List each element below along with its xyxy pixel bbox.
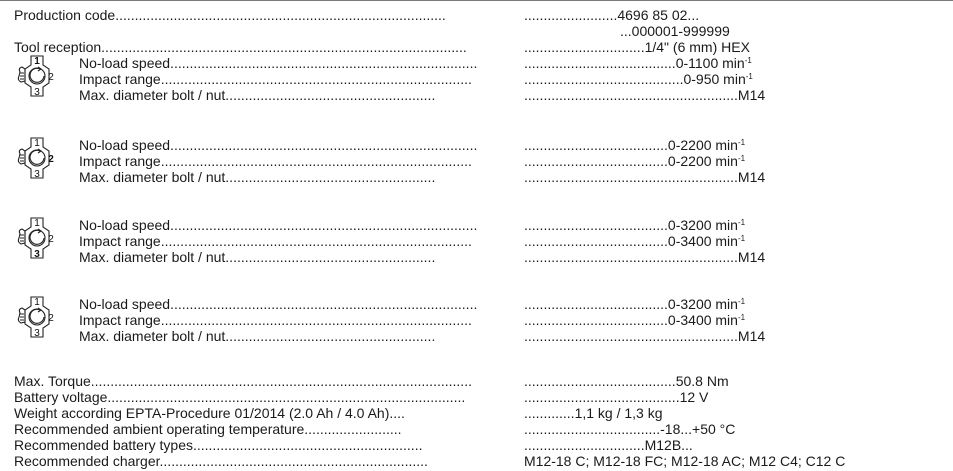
spec-value: .....................................0-3… xyxy=(524,233,746,249)
svg-text:1: 1 xyxy=(34,56,40,67)
mode-spec-row: Impact range............................… xyxy=(14,153,944,169)
spec-label: Max. diameter bolt / nut................… xyxy=(79,249,436,265)
spec-value-range: ...000001-999999 xyxy=(620,23,730,39)
spec-row: Max. Torque.............................… xyxy=(14,373,944,389)
spec-label: Impact range............................… xyxy=(79,71,472,87)
spec-value: .....................................0-3… xyxy=(524,217,746,233)
mode-spec-row: Impact range............................… xyxy=(14,233,944,249)
spec-label: Battery voltage.........................… xyxy=(14,389,466,405)
svg-text:3: 3 xyxy=(34,87,40,98)
spec-value: ...............................1/4" (6 m… xyxy=(524,39,750,55)
spec-value: ...................................-18..… xyxy=(524,421,736,437)
spec-value: .....................................0-2… xyxy=(524,137,746,153)
spec-label: Recommended charger.....................… xyxy=(14,453,428,469)
spec-value: ........................4696 85 02... xyxy=(524,7,700,23)
spec-value: ........................................… xyxy=(524,87,766,103)
top-rule xyxy=(0,0,953,1)
spec-label: Max. Torque.............................… xyxy=(14,373,472,389)
spec-value: ........................................… xyxy=(524,328,766,344)
mode-spec-row: Impact range............................… xyxy=(14,312,944,328)
spec-value: .............1,1 kg / 1,3 kg xyxy=(524,405,663,421)
mode-spec-row: Impact range............................… xyxy=(14,71,944,87)
spec-value: ........................................… xyxy=(524,249,766,265)
impact-mode-dial-icon-4: 1 2 3 xyxy=(14,294,60,340)
mode-spec-row: No-load speed...........................… xyxy=(14,55,944,71)
spec-value: ........................................… xyxy=(524,71,753,87)
svg-text:3: 3 xyxy=(34,169,40,180)
mode-spec-row: Max. diameter bolt / nut................… xyxy=(14,328,944,344)
mode-spec-row: No-load speed...........................… xyxy=(14,217,944,233)
impact-mode-dial-icon-2: 1 2 3 xyxy=(14,135,60,181)
spec-label: Production code.........................… xyxy=(14,7,446,23)
svg-text:1: 1 xyxy=(34,297,40,308)
mode-spec-row: Max. diameter bolt / nut................… xyxy=(14,249,944,265)
unit-exponent: -1 xyxy=(737,218,746,227)
spec-label: Max. diameter bolt / nut................… xyxy=(79,169,436,185)
svg-text:2: 2 xyxy=(48,154,54,165)
spec-value: .....................................0-3… xyxy=(524,296,746,312)
spec-row: Recommended charger.....................… xyxy=(14,453,944,469)
svg-text:1: 1 xyxy=(34,138,40,149)
spec-label: Max. diameter bolt / nut................… xyxy=(79,328,436,344)
spec-row-tool-reception: Tool reception..........................… xyxy=(14,39,944,55)
impact-mode-dial-icon-3: 1 2 3 xyxy=(14,215,60,261)
unit-exponent: -1 xyxy=(737,138,746,147)
unit-exponent: -1 xyxy=(744,56,752,65)
unit-exponent: -1 xyxy=(737,313,746,322)
mode-spec-row: Max. diameter bolt / nut................… xyxy=(14,169,944,185)
spec-row: Battery voltage.........................… xyxy=(14,389,944,405)
svg-text:2: 2 xyxy=(48,72,54,83)
spec-label: No-load speed...........................… xyxy=(79,55,478,71)
spec-row-production-range: ...000001-999999 xyxy=(14,23,944,39)
svg-text:3: 3 xyxy=(34,328,40,339)
spec-label: Impact range............................… xyxy=(79,312,472,328)
unit-exponent: -1 xyxy=(737,297,746,306)
mode-spec-row: No-load speed...........................… xyxy=(14,137,944,153)
svg-text:2: 2 xyxy=(48,313,54,324)
spec-row-production-code: Production code.........................… xyxy=(14,7,944,23)
unit-exponent: -1 xyxy=(745,72,753,81)
spec-row: Weight according EPTA-Procedure 01/2014 … xyxy=(14,405,944,421)
spec-value: ........................................… xyxy=(524,169,766,185)
spec-row: Recommended ambient operating temperatur… xyxy=(14,421,944,437)
spec-label: Impact range............................… xyxy=(79,233,472,249)
mode-spec-row: No-load speed...........................… xyxy=(14,296,944,312)
spec-label: No-load speed...........................… xyxy=(79,137,478,153)
spec-value: .....................................0-2… xyxy=(524,153,746,169)
spec-label: Recommended ambient operating temperatur… xyxy=(14,421,402,437)
impact-mode-dial-icon-1: 1 2 3 xyxy=(14,53,60,99)
svg-text:1: 1 xyxy=(34,218,40,229)
spec-value: ........................................… xyxy=(524,389,709,405)
spec-label: Weight according EPTA-Procedure 01/2014 … xyxy=(14,405,405,421)
svg-text:3: 3 xyxy=(34,249,40,260)
spec-value: .......................................0… xyxy=(524,55,752,71)
spec-label: No-load speed...........................… xyxy=(79,217,478,233)
unit-exponent: -1 xyxy=(737,234,746,243)
spec-value: .....................................0-3… xyxy=(524,312,746,328)
spec-row: Recommended battery types...............… xyxy=(14,437,944,453)
spec-value: M12-18 C; M12-18 FC; M12-18 AC; M12 C4; … xyxy=(524,453,846,469)
spec-value: .......................................5… xyxy=(524,373,729,389)
svg-text:2: 2 xyxy=(48,234,54,245)
unit-exponent: -1 xyxy=(737,154,746,163)
spec-label: Impact range............................… xyxy=(79,153,472,169)
spec-label: Max. diameter bolt / nut................… xyxy=(79,87,436,103)
mode-spec-row: Max. diameter bolt / nut................… xyxy=(14,87,944,103)
spec-label: No-load speed...........................… xyxy=(79,296,478,312)
spec-value: ...............................M12B... xyxy=(524,437,693,453)
spec-label: Tool reception..........................… xyxy=(14,39,467,55)
spec-label: Recommended battery types...............… xyxy=(14,437,423,453)
